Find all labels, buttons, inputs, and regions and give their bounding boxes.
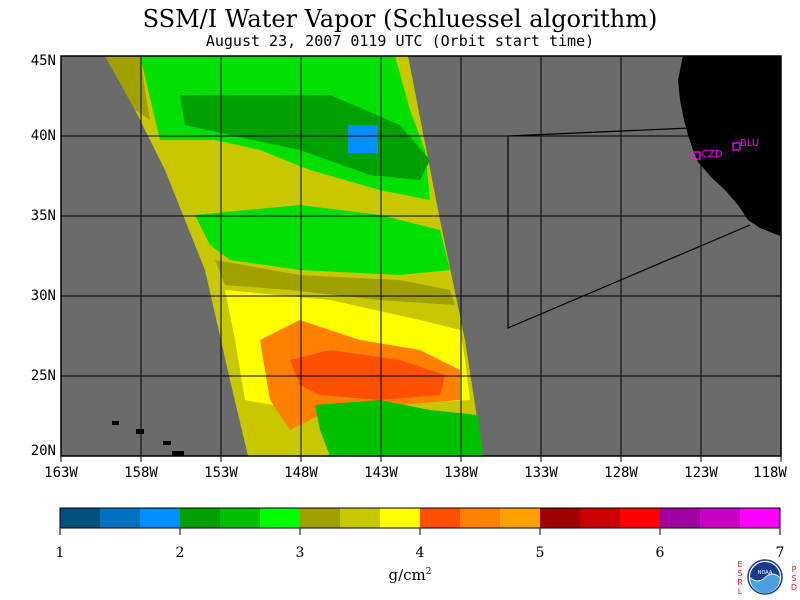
colorbar-cell	[660, 508, 701, 528]
colorbar-tick-label: 5	[535, 545, 545, 561]
map-subtitle: August 23, 2007 0119 UTC (Orbit start ti…	[205, 32, 595, 50]
colorbar-cell	[380, 508, 421, 528]
map-title: SSM/I Water Vapor (Schluessel algorithm)	[142, 5, 658, 33]
colorbar-cell	[340, 508, 381, 528]
colorbar-cell	[260, 508, 301, 528]
colorbar-cell	[300, 508, 341, 528]
lon-label: 163W	[44, 465, 78, 481]
station-czd-label: CZD	[701, 149, 723, 160]
region-outline	[507, 127, 751, 329]
colorbar-tick-label: 6	[655, 545, 665, 561]
colorbar-tick-label: 1	[55, 545, 65, 561]
lon-label: 148W	[284, 465, 318, 481]
map-gridlines	[61, 56, 781, 456]
station-blu-marker	[732, 142, 741, 151]
lon-label: 118W	[753, 465, 787, 481]
colorbar-cell	[740, 508, 781, 528]
colorbar-cell	[220, 508, 261, 528]
colorbar-tick-label: 2	[175, 545, 185, 561]
station-czd-marker	[692, 151, 701, 160]
swath-band-olive	[105, 56, 150, 120]
station-blu-label: BLU	[740, 138, 759, 149]
lon-label: 138W	[444, 465, 478, 481]
lat-label: 30N	[30, 288, 56, 304]
colorbar-tick-label: 4	[415, 545, 425, 561]
lat-label: 35N	[30, 208, 56, 224]
lon-label: 153W	[204, 465, 238, 481]
lon-label: 128W	[604, 465, 638, 481]
land-north-america	[678, 56, 781, 236]
colorbar-cell	[620, 508, 661, 528]
swath-band-deeporange	[290, 350, 445, 400]
island-kauai	[112, 421, 119, 425]
blue-patch	[348, 125, 378, 153]
colorbar	[60, 508, 781, 528]
colorbar-cell	[180, 508, 221, 528]
swath-layer	[105, 56, 781, 456]
colorbar-ticks	[59, 528, 781, 535]
noaa-logo-icon: NOAA	[747, 559, 783, 595]
lon-label: 143W	[364, 465, 398, 481]
lat-label: 25N	[30, 368, 56, 384]
svg-text:NOAA: NOAA	[758, 570, 773, 576]
colorbar-tick-label: 7	[775, 545, 785, 561]
lat-label: 40N	[30, 128, 56, 144]
lon-label: 158W	[124, 465, 158, 481]
colorbar-cell	[500, 508, 541, 528]
swath-band-darkgreen	[180, 95, 430, 180]
colorbar-cell	[700, 508, 741, 528]
island-oahu	[136, 429, 144, 434]
colorbar-units: g/cm2	[388, 566, 432, 584]
lon-label: 133W	[524, 465, 558, 481]
swath-band-green-south	[315, 400, 483, 456]
colorbar-tick-label: 3	[295, 545, 305, 561]
colorbar-cell	[60, 508, 101, 528]
swath-band-green-mid	[195, 205, 450, 275]
island-hawaii	[172, 451, 184, 456]
map-frame	[60, 55, 782, 457]
lat-label: 20N	[30, 443, 56, 459]
colorbar-cell	[420, 508, 461, 528]
colorbar-cell	[140, 508, 181, 528]
island-maui	[163, 441, 171, 445]
lat-label: 45N	[30, 53, 56, 69]
colorbar-cell	[460, 508, 501, 528]
swath-band-olive-mid	[215, 260, 455, 305]
colorbar-cell	[580, 508, 621, 528]
colorbar-cell	[540, 508, 581, 528]
colorbar-cell	[100, 508, 141, 528]
map-ticks	[60, 456, 782, 462]
lon-label: 123W	[684, 465, 718, 481]
